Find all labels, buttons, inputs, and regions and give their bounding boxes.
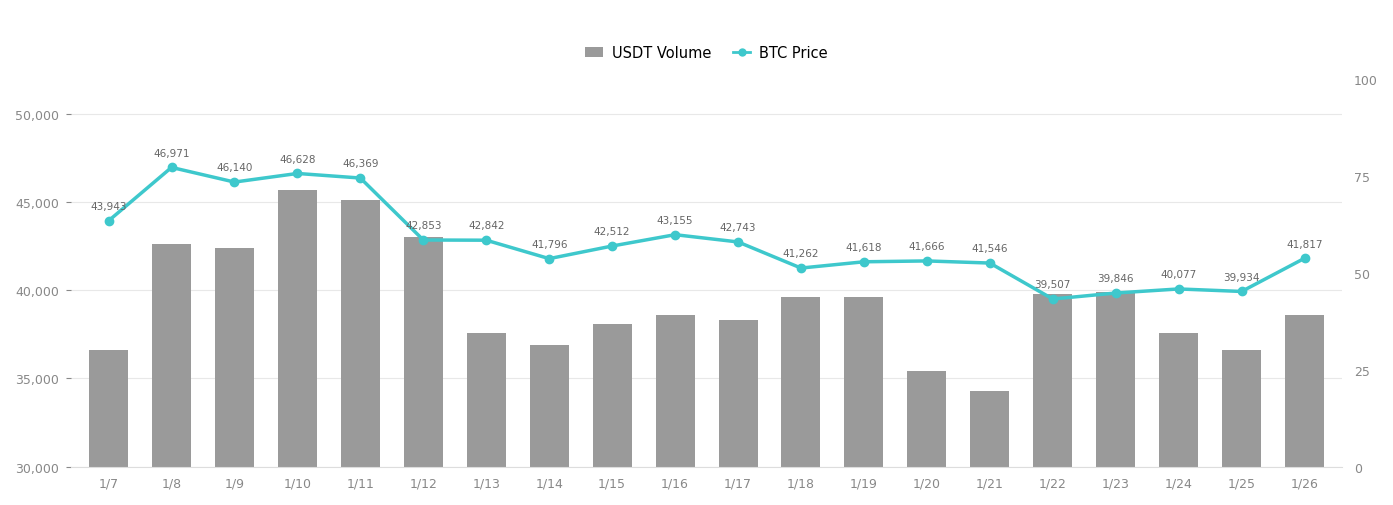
Text: 41,546: 41,546 [971,244,1009,254]
Bar [781,298,820,505]
Text: 42,842: 42,842 [468,221,504,231]
Text: 41,618: 41,618 [846,242,882,252]
Bar [277,190,318,505]
Bar [1096,292,1135,505]
Text: 46,369: 46,369 [343,159,379,169]
Text: 39,934: 39,934 [1223,272,1259,282]
Text: 41,666: 41,666 [908,242,944,251]
Text: 39,846: 39,846 [1098,274,1134,284]
Text: 39,507: 39,507 [1035,280,1071,290]
Bar [844,298,883,505]
Bar [719,321,758,505]
Bar [467,333,506,505]
Bar [152,245,191,505]
Text: 46,140: 46,140 [216,163,252,173]
Text: 41,817: 41,817 [1286,239,1323,249]
Text: 42,853: 42,853 [405,221,442,231]
Bar [656,315,695,505]
Text: 42,512: 42,512 [593,227,631,237]
Bar [1284,315,1325,505]
Text: 46,628: 46,628 [279,155,316,165]
Bar [404,238,443,505]
Text: 46,971: 46,971 [153,148,189,159]
Bar [529,345,568,505]
Bar [89,350,128,505]
Bar [215,248,254,505]
Bar [1159,333,1198,505]
Text: 43,155: 43,155 [657,216,694,226]
Legend: USDT Volume, BTC Price: USDT Volume, BTC Price [579,40,833,67]
Bar [1222,350,1261,505]
Text: 42,743: 42,743 [720,223,756,233]
Text: 41,262: 41,262 [783,249,819,259]
Bar [1034,294,1073,505]
Bar [592,324,631,505]
Bar [341,201,380,505]
Bar [971,391,1010,505]
Text: 41,796: 41,796 [531,239,567,249]
Bar [907,372,946,505]
Text: 40,077: 40,077 [1160,270,1197,280]
Text: 43,943: 43,943 [91,201,127,212]
